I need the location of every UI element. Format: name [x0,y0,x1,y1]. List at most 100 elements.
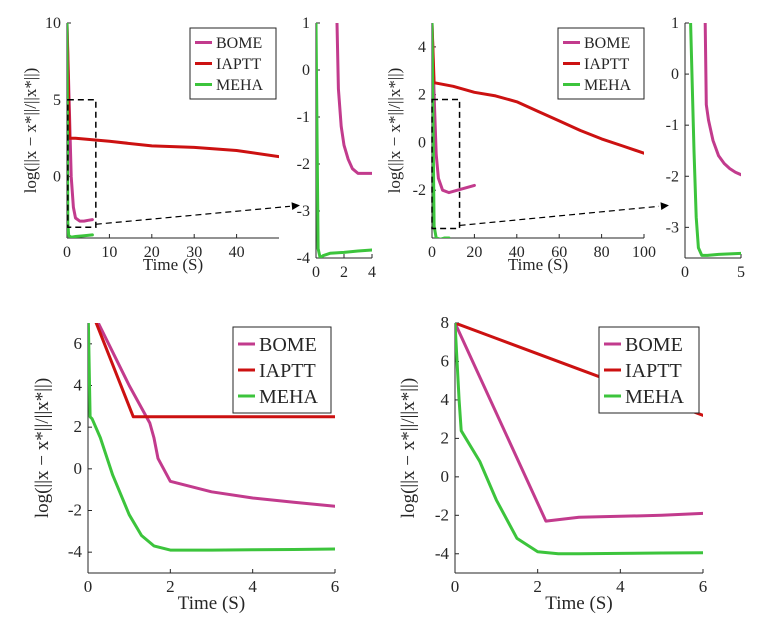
x-tick-label: 4 [368,264,376,281]
legend-label-bome: BOME [625,334,683,356]
x-tick-label: 5 [737,264,745,281]
series-group [689,23,741,257]
y-tick-label: 0 [441,467,450,486]
zoom-indicators [67,98,669,230]
series-line-iaptt [94,323,335,419]
series-line-meha [316,23,372,258]
series-line-meha [67,23,94,238]
y-tick-label: 2 [74,417,83,436]
y-tick-label: 0 [671,66,679,83]
legend-label-meha: MEHA [625,386,684,408]
x-tick-label: 80 [594,244,610,261]
y-tick-label: -2 [413,182,426,199]
y-axis-title: log(||x − x*||/||x*||) [21,68,40,194]
y-tick-label: -4 [68,542,83,561]
y-tick-label: -2 [435,505,449,524]
y-tick-label: -1 [297,109,310,126]
x-tick-label: 60 [551,244,567,261]
x-axis-title: Time (S) [545,593,612,614]
x-tick-label: 2 [533,577,542,596]
y-tick-label: 10 [45,15,61,32]
x-tick-label: 4 [248,577,257,596]
x-axis-title: Time (S) [143,255,203,274]
y-tick-label: 1 [302,15,310,32]
x-tick-label: 0 [312,264,320,281]
y-tick-label: 0 [74,459,83,478]
x-tick-label: 0 [451,577,460,596]
x-axis-title: Time (S) [178,593,245,614]
x-tick-label: 0 [84,577,93,596]
y-axis-title: log(||x − x*||/||x*||) [32,378,53,518]
y-tick-label: 2 [418,87,426,104]
zoom-region-box [67,99,97,228]
panel-top-right-main-plot: 0 20 40 60 80 100 -2 0 2 4 Time (S) log(||x − x*||/… [385,23,656,274]
legend-label-bome: BOME [259,334,317,356]
series-line-meha [88,323,335,552]
series-line-bome [432,23,476,195]
y-tick-label: -2 [68,501,82,520]
zoom-arrow-line [459,205,660,227]
y-tick-label: -3 [666,219,679,236]
x-tick-label: 20 [466,244,482,261]
legend-label-meha: MEHA [259,386,318,408]
x-tick-label: 6 [699,577,708,596]
y-tick-label: 0 [418,134,426,151]
y-tick-label: -3 [297,203,310,220]
x-tick-label: 100 [632,244,656,261]
legend-label-iaptt: IAPTT [259,360,316,382]
series-line-meha [432,23,451,238]
zoom-arrow-line [95,205,291,225]
legend-label-bome: BOME [584,35,630,52]
y-tick-label: 1 [671,15,679,32]
y-tick-label: 8 [441,313,450,332]
series-line-iaptt [432,23,644,155]
x-tick-label: 0 [428,244,436,261]
panel-top-left-zoom-inset: 0 2 4 -4 -3 -2 -1 0 1 [297,15,376,281]
series-line-bome [67,23,94,223]
legend: BOME IAPTT MEHA [232,326,332,414]
y-tick-label: 4 [74,376,83,395]
y-tick-label: 6 [441,351,450,370]
y-tick-label: 4 [441,390,450,409]
x-tick-label: 6 [331,577,340,596]
series-group [316,23,372,258]
x-tick-label: 2 [166,577,175,596]
legend-label-bome: BOME [216,35,262,52]
y-tick-label: -1 [666,117,679,134]
panel-top-right-zoom-inset: 0 5 -3 -2 -1 0 1 [666,15,745,281]
y-axis-title: log(||x − x*||/||x*||) [398,378,419,518]
y-tick-label: -4 [435,544,450,563]
legend-label-meha: MEHA [584,77,632,94]
x-tick-label: 0 [63,244,71,261]
legend: BOME IAPTT MEHA [557,27,645,100]
panel-bottom-right-plot: 0 2 4 6 -4 -2 0 2 4 6 8 Time (S) log(||x − x*||/||x*… [398,313,707,614]
y-tick-label: 4 [418,39,426,56]
legend-label-iaptt: IAPTT [625,360,682,382]
series-line-bome [335,23,372,175]
y-tick-label: -2 [297,156,310,173]
x-tick-label: 10 [101,244,117,261]
series-line-bome [703,23,741,177]
zoom-arrow-head [291,202,300,211]
legend-label-iaptt: IAPTT [216,56,262,73]
x-tick-label: 20 [144,244,160,261]
x-tick-label: 4 [616,577,625,596]
y-tick-label: 2 [441,428,450,447]
series-group [67,23,279,238]
y-tick-label: -2 [666,168,679,185]
legend-label-iaptt: IAPTT [584,56,630,73]
series-line-meha [689,23,741,257]
x-tick-label: 30 [186,244,202,261]
series-group [88,323,335,552]
series-line-meha [455,323,703,556]
y-tick-label: 5 [53,92,61,109]
legend: BOME IAPTT MEHA [189,27,277,100]
y-tick-label: 0 [53,169,61,186]
legend-label-meha: MEHA [216,77,264,94]
series-line-bome [96,323,335,508]
x-tick-label: 2 [340,264,348,281]
x-axis-title: Time (S) [508,255,568,274]
series-line-bome [455,323,703,523]
legend: BOME IAPTT MEHA [598,326,700,414]
